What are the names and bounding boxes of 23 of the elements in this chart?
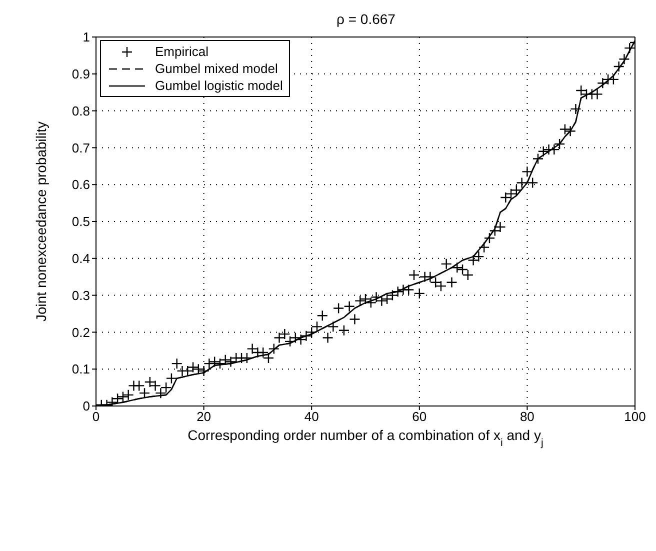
- y-tick-label: 0: [82, 398, 90, 414]
- x-tick-label: 80: [520, 409, 534, 424]
- y-tick-label: 0.6: [72, 177, 90, 192]
- x-axis-title: Corresponding order number of a combination of x$_{i}$ and y$_{j}$: [188, 427, 544, 449]
- y-tick-label: 0.7: [72, 140, 90, 156]
- legend-label: Gumbel mixed model: [155, 61, 278, 76]
- y-tick-label: 0.2: [72, 324, 90, 340]
- y-tick-label: 0.1: [72, 362, 90, 377]
- y-tick-label: 0.9: [72, 66, 90, 82]
- legend-label: Empirical: [155, 44, 208, 59]
- y-tick-label: 0.3: [72, 288, 90, 303]
- x-tick-label: 60: [412, 409, 427, 424]
- x-tick-label: 0: [92, 409, 100, 424]
- y-axis-title: Joint nonexceedance probability: [33, 121, 49, 322]
- y-tick-label: 0.5: [72, 214, 90, 230]
- y-tick-label: 0.8: [72, 103, 90, 118]
- y-tick-label: 1: [82, 30, 90, 45]
- x-tick-label: 40: [304, 409, 319, 424]
- y-tick-label: 0.4: [72, 251, 90, 266]
- legend-label: Gumbel logistic model: [155, 78, 283, 93]
- x-tick-label: 100: [624, 409, 646, 424]
- x-tick-label: 20: [196, 409, 212, 424]
- chart-title: ρ = 0.667: [336, 11, 396, 27]
